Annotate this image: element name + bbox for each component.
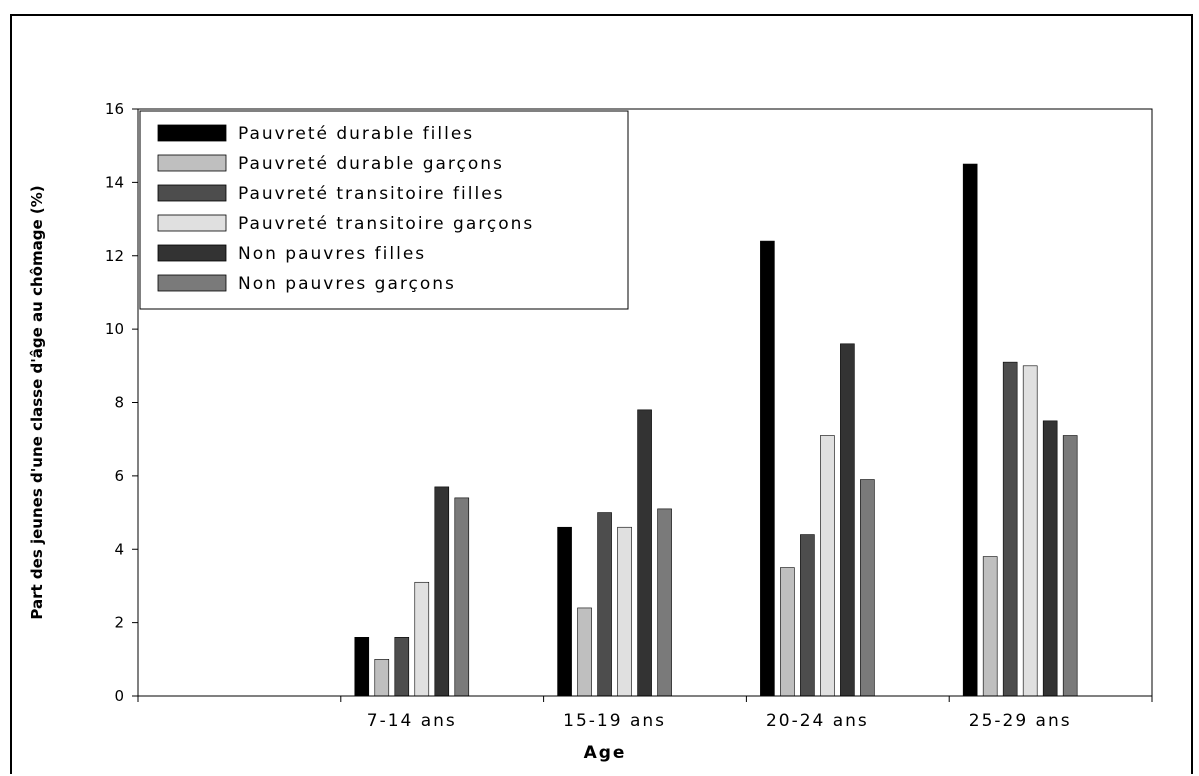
bar <box>454 497 470 697</box>
bar <box>982 556 998 697</box>
bar <box>780 567 795 697</box>
axes-group: 0 2 4 6 8 10 12 14 16 7-14 ans 15-19 ans 20-24 ans 2… <box>105 100 1153 731</box>
bar <box>617 526 632 697</box>
legend-label: Pauvreté transitoire garçons <box>238 214 534 234</box>
y-tick-label: 4 <box>114 540 124 558</box>
legend-swatch <box>157 274 227 292</box>
legend-label: Non pauvres filles <box>238 244 426 264</box>
y-tick-label: 10 <box>105 320 124 338</box>
legend-swatch <box>157 244 227 262</box>
x-tick-label: 20-24 ans <box>766 711 869 731</box>
bar <box>577 607 592 697</box>
y-tick-label: 2 <box>114 614 124 632</box>
bar-chart: 0 2 4 6 8 10 12 14 16 7-14 ans 15-19 ans 20-24 ans 2… <box>28 100 1153 763</box>
bar <box>860 479 875 697</box>
bar <box>1042 420 1058 697</box>
legend-swatch <box>157 154 227 172</box>
legend-swatch <box>157 184 227 202</box>
legend: Pauvreté durable filles Pauvreté durable … <box>139 110 629 310</box>
bar <box>962 163 978 697</box>
y-tick-label: 0 <box>114 687 124 705</box>
y-axis-title: Part des jeunes d'une classe d'âge au ch… <box>28 185 46 619</box>
bar <box>840 343 855 697</box>
y-tick-label: 14 <box>105 173 124 191</box>
bar <box>637 409 652 697</box>
bar <box>374 659 390 697</box>
legend-label: Non pauvres garçons <box>238 274 456 294</box>
bar <box>597 512 612 697</box>
bar <box>434 486 450 697</box>
y-tick-label: 6 <box>114 467 124 485</box>
y-tick-label: 8 <box>114 394 124 412</box>
legend-swatch <box>157 124 227 142</box>
bar <box>557 526 572 697</box>
bar <box>354 636 370 697</box>
legend-label: Pauvreté durable garçons <box>238 154 504 174</box>
y-tick-label: 16 <box>105 100 124 118</box>
x-tick-label: 7-14 ans <box>367 711 457 731</box>
bar <box>820 435 835 697</box>
bars-group <box>354 163 1078 697</box>
x-tick-label: 25-29 ans <box>969 711 1072 731</box>
bar <box>657 508 672 697</box>
y-tick-label: 12 <box>105 247 124 265</box>
legend-label: Pauvreté transitoire filles <box>238 184 505 204</box>
bar <box>760 240 775 697</box>
legend-label: Pauvreté durable filles <box>238 124 474 144</box>
bar <box>800 534 815 697</box>
x-axis-title: Age <box>584 743 627 763</box>
bar <box>1022 365 1038 697</box>
bar <box>394 636 410 697</box>
bar <box>414 581 430 697</box>
bar <box>1002 361 1018 697</box>
chart-frame: 0 2 4 6 8 10 12 14 16 7-14 ans 15-19 ans 20-24 ans 2… <box>10 14 1193 774</box>
legend-swatch <box>157 214 227 232</box>
bar <box>1062 435 1078 697</box>
x-tick-label: 15-19 ans <box>563 711 666 731</box>
